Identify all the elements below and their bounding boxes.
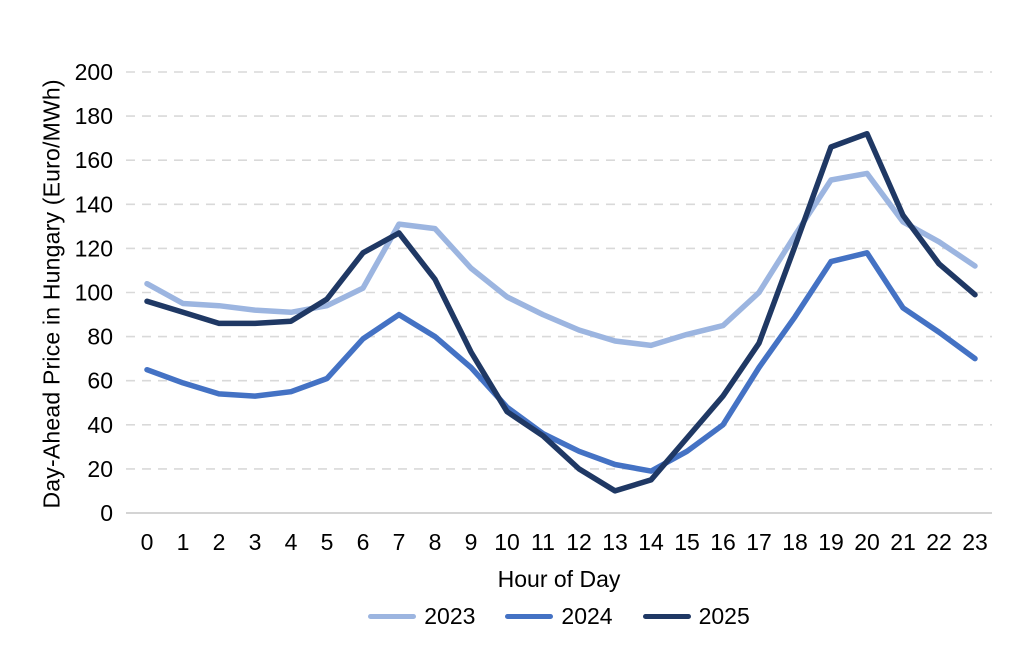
y-tick-label: 20: [87, 456, 113, 482]
x-tick-label: 16: [710, 529, 736, 555]
y-tick-label: 80: [87, 324, 113, 350]
x-tick-label: 3: [249, 529, 262, 555]
x-tick-label: 2: [213, 529, 226, 555]
x-tick-label: 22: [926, 529, 952, 555]
series-line-2025: [144, 130, 978, 494]
y-tick-label: 160: [75, 147, 113, 173]
legend-line-swatch-2023: [368, 614, 417, 619]
x-tick-label: 21: [890, 529, 916, 555]
legend-label: 2025: [698, 603, 750, 629]
y-tick-label: 120: [75, 235, 113, 261]
legend-label: 2023: [424, 603, 476, 629]
x-tick-label: 4: [285, 529, 298, 555]
chart-legend: 2023 2024 2025: [128, 603, 990, 630]
x-tick-label: 17: [746, 529, 772, 555]
x-tick-label: 20: [854, 529, 880, 555]
legend-item-2023: 2023: [368, 603, 475, 630]
y-tick-label: 180: [75, 103, 113, 129]
x-tick-label: 10: [494, 529, 520, 555]
x-tick-label: 13: [602, 529, 628, 555]
x-tick-label: 7: [393, 529, 406, 555]
y-tick-label: 100: [75, 280, 113, 306]
legend-line-swatch-2024: [505, 614, 554, 619]
x-tick-label: 0: [141, 529, 154, 555]
series-line-2023: [144, 170, 978, 349]
x-tick-label: 6: [357, 529, 370, 555]
x-tick-label: 5: [321, 529, 334, 555]
x-tick-label: 15: [674, 529, 700, 555]
x-tick-label: 18: [782, 529, 808, 555]
y-tick-label: 40: [87, 412, 113, 438]
x-tick-label: 19: [818, 529, 844, 555]
y-tick-label: 60: [87, 368, 113, 394]
y-tick-label: 0: [100, 500, 113, 526]
x-tick-label: 23: [962, 529, 988, 555]
series-line-2024: [144, 250, 978, 474]
x-tick-label: 11: [531, 529, 555, 555]
x-tick-label: 8: [429, 529, 442, 555]
y-tick-label: 140: [75, 191, 113, 217]
x-tick-label: 14: [638, 529, 664, 555]
legend-item-2025: 2025: [642, 603, 750, 630]
legend-item-2024: 2024: [505, 603, 613, 630]
legend-label: 2024: [561, 603, 613, 629]
y-axis-title: Day-Ahead Price in Hungary (Euro/MWh): [38, 79, 65, 509]
legend-line-swatch-2025: [642, 614, 691, 619]
y-tick-label: 200: [75, 59, 113, 85]
x-tick-label: 12: [566, 529, 592, 555]
x-axis-title: Hour of Day: [497, 566, 621, 592]
x-tick-label: 9: [465, 529, 478, 555]
x-tick-label: 1: [177, 529, 190, 555]
